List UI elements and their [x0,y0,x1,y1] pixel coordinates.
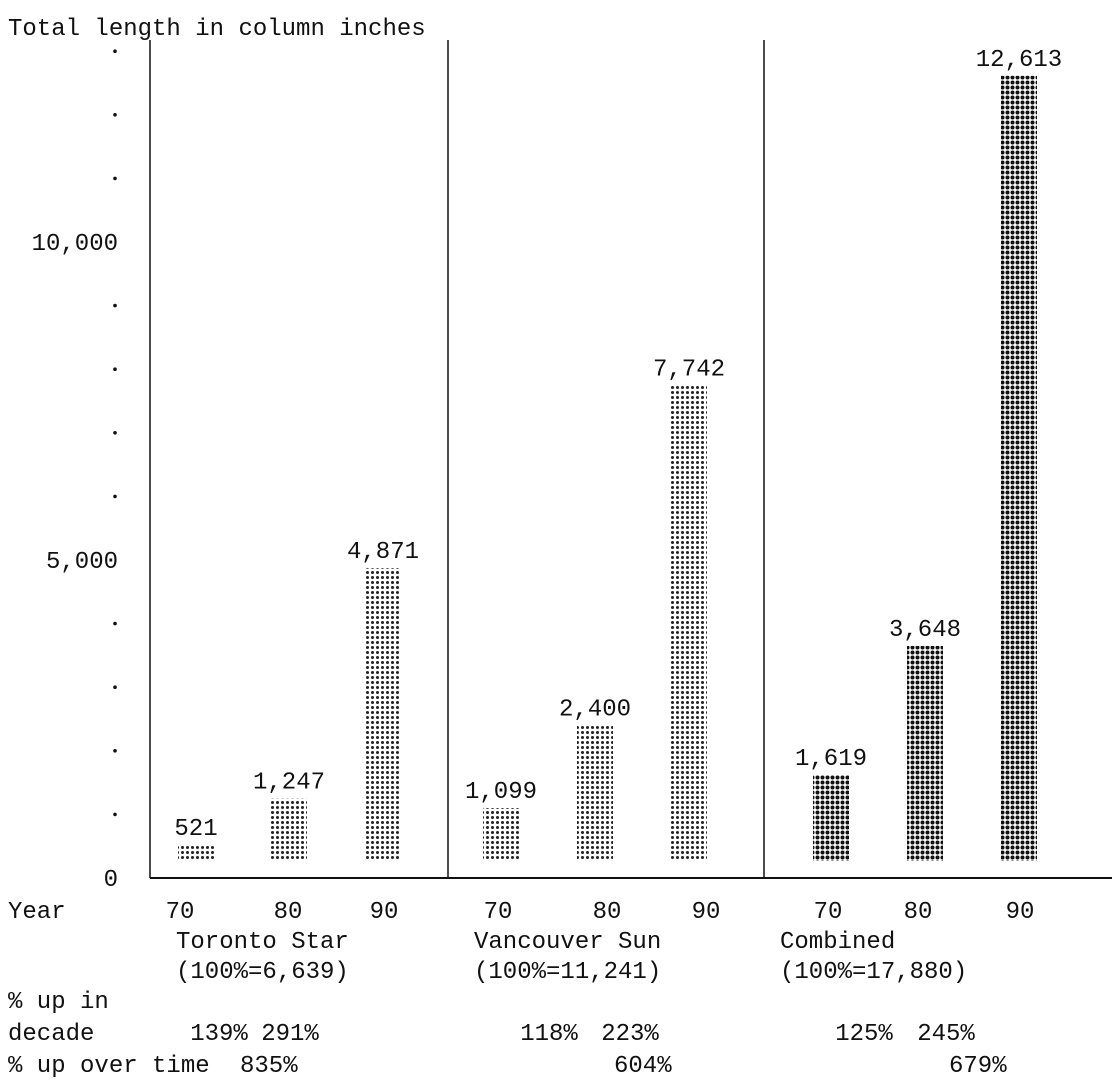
bar-combined-80 [907,645,943,861]
bar-value-label: 521 [174,816,217,843]
y-minor-tick-dot [113,621,117,626]
y-minor-tick-dot [113,49,117,53]
x-tick-label-year: 70 [484,899,513,926]
bar-toronto-star-90 [365,568,401,861]
pct-up-over-time-value: 835% [240,1053,298,1080]
y-minor-tick-dot [113,812,117,817]
pct-up-decade-value: 291% [261,1021,319,1048]
y-minor-tick-dot [113,303,117,308]
bar-toronto-star-70 [178,844,214,861]
y-minor-tick-dot [113,749,117,753]
x-row-label-year: Year [8,899,66,926]
y-minor-tick-dot [113,494,117,499]
y-axis-title: Total length in column inches [8,16,426,43]
x-tick-label-year: 80 [274,899,303,926]
y-tick-label: 10,000 [32,231,118,258]
bar-vancouver-sun-80 [577,725,613,861]
bar-value-label: 7,742 [653,357,725,384]
pct-up-decade-value: 223% [601,1021,659,1048]
bar-value-label: 2,400 [559,696,631,723]
bar-value-label: 1,619 [795,746,867,773]
y-minor-tick-dot [113,431,117,435]
pct-up-decade-value: 139% [190,1021,248,1048]
x-tick-label-year: 70 [814,899,843,926]
pct-up-decade-value: 118% [520,1021,578,1048]
bar-combined-90 [1001,75,1037,861]
bar-value-label: 1,247 [253,770,325,797]
pct-up-over-time-value: 604% [614,1053,672,1080]
bar-value-label: 3,648 [889,617,961,644]
x-tick-label-year: 80 [593,899,622,926]
bar-value-label: 1,099 [465,779,537,806]
bar-value-label: 12,613 [976,47,1062,74]
pct-up-decade-value: 125% [835,1021,893,1048]
bar-vancouver-sun-70 [483,808,519,861]
panel-total-label: (100%=11,241) [474,959,661,986]
panel-name-label: Toronto Star [176,929,349,956]
x-tick-label-year: 90 [370,899,399,926]
bar-combined-70 [813,775,849,861]
bar-toronto-star-80 [271,798,307,861]
pct-up-over-time-value: 679% [949,1053,1007,1080]
y-tick-label: 5,000 [46,549,118,576]
row-label-pct-up-line1: % up in [8,989,109,1016]
y-minor-tick-dot [113,176,117,181]
x-tick-label-year: 90 [692,899,721,926]
panel-total-label: (100%=17,880) [780,959,967,986]
pct-up-decade-value: 245% [917,1021,975,1048]
panel-name-label: Combined [780,929,895,956]
row-label-pct-up-over-time: % up over time [8,1053,210,1080]
x-tick-label-year: 90 [1006,899,1035,926]
row-label-pct-up-line2: decade [8,1021,94,1048]
bars-layer: 521 1,247 4,871 1,099 2,400 7,742 1,619 3,648 12… [174,47,1062,861]
y-minor-tick-dot [113,367,117,372]
panel-footer-layer: 70 80 90 Toronto Star (100%=6,639) 139% 291% 83… [166,899,1035,1080]
bar-vancouver-sun-90 [671,385,707,861]
x-tick-label-year: 80 [904,899,933,926]
bar-value-label: 4,871 [347,539,419,566]
y-tick-label: 0 [104,867,118,894]
y-minor-tick-dot [113,113,117,117]
axes-layer: 0 5,000 10,000 [32,40,1112,894]
x-tick-label-year: 70 [166,899,195,926]
panel-total-label: (100%=6,639) [176,959,349,986]
y-minor-tick-dot [113,685,117,689]
panel-name-label: Vancouver Sun [474,929,661,956]
